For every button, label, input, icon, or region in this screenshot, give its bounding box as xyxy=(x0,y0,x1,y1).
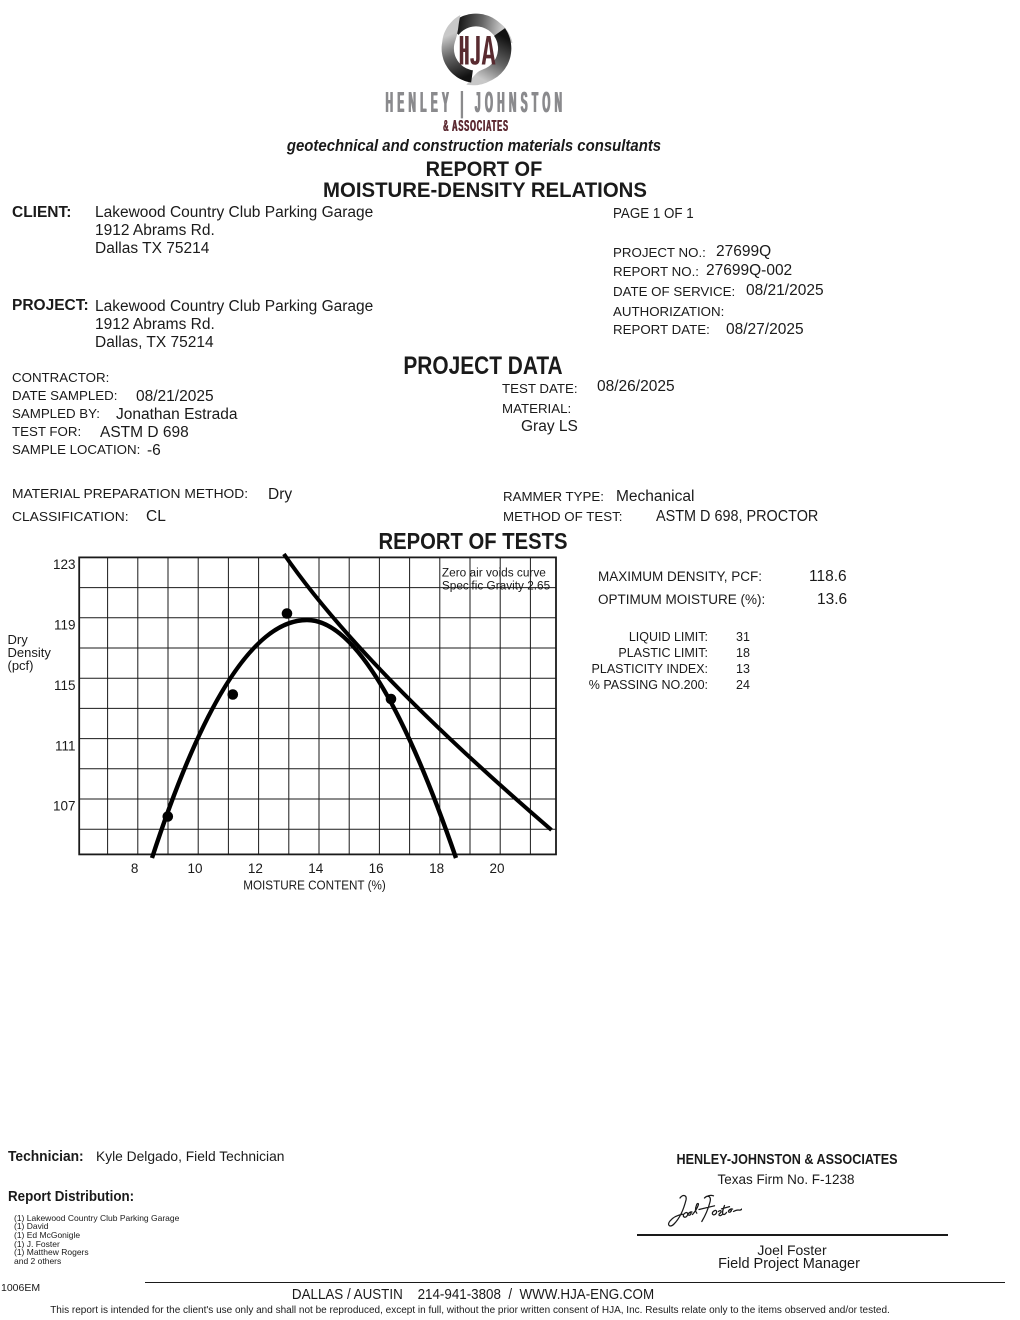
svg-text:10: 10 xyxy=(187,861,202,876)
svg-text:20: 20 xyxy=(489,861,504,876)
svg-text:107: 107 xyxy=(53,799,76,814)
svg-text:Density: Density xyxy=(8,645,52,660)
svg-text:119: 119 xyxy=(54,618,76,633)
svg-text:12: 12 xyxy=(248,861,263,876)
svg-text:111: 111 xyxy=(55,738,76,753)
svg-text:Zero air voids curve: Zero air voids curve xyxy=(442,568,546,580)
svg-text:(pcf): (pcf) xyxy=(8,658,34,673)
svg-text:18: 18 xyxy=(429,861,444,876)
svg-text:Dry: Dry xyxy=(8,632,29,647)
svg-text:123: 123 xyxy=(53,557,76,572)
svg-text:14: 14 xyxy=(308,861,324,876)
svg-text:Specific Gravity 2.65: Specific Gravity 2.65 xyxy=(442,581,550,593)
svg-text:8: 8 xyxy=(131,861,139,876)
svg-text:115: 115 xyxy=(54,678,76,693)
svg-text:MOISTURE CONTENT (%): MOISTURE CONTENT (%) xyxy=(243,879,386,893)
svg-text:16: 16 xyxy=(369,861,384,876)
